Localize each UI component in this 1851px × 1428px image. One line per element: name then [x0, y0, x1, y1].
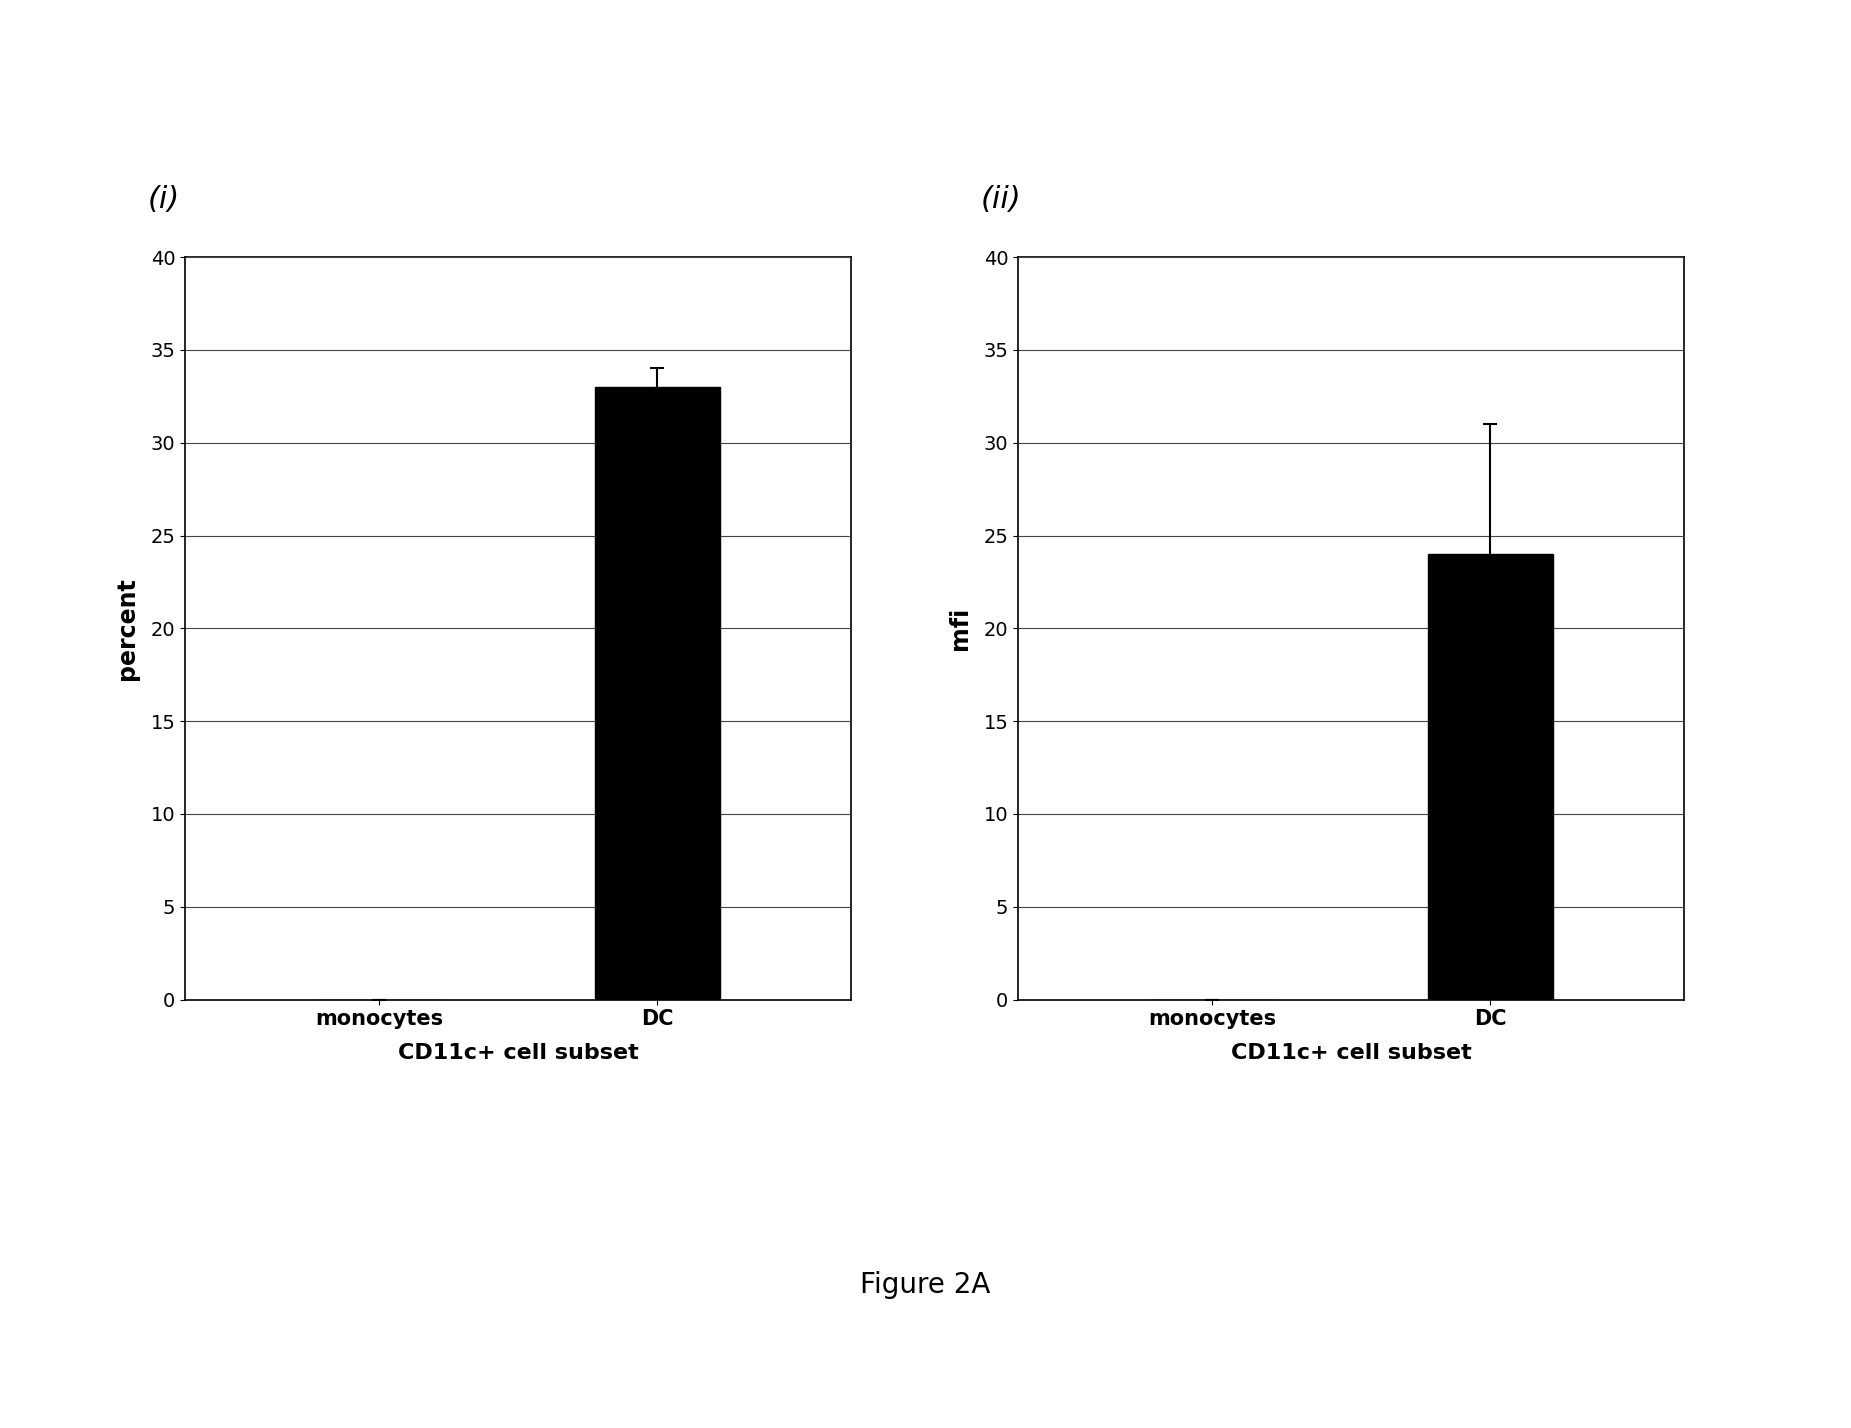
- Text: (i): (i): [148, 186, 180, 214]
- Text: Figure 2A: Figure 2A: [861, 1271, 990, 1299]
- Bar: [594, 387, 720, 1000]
- Text: (ii): (ii): [981, 186, 1022, 214]
- X-axis label: CD11c+ cell subset: CD11c+ cell subset: [398, 1044, 639, 1064]
- Y-axis label: mfi: mfi: [948, 607, 972, 650]
- Bar: [1427, 554, 1553, 1000]
- Y-axis label: percent: percent: [115, 577, 139, 680]
- X-axis label: CD11c+ cell subset: CD11c+ cell subset: [1231, 1044, 1472, 1064]
